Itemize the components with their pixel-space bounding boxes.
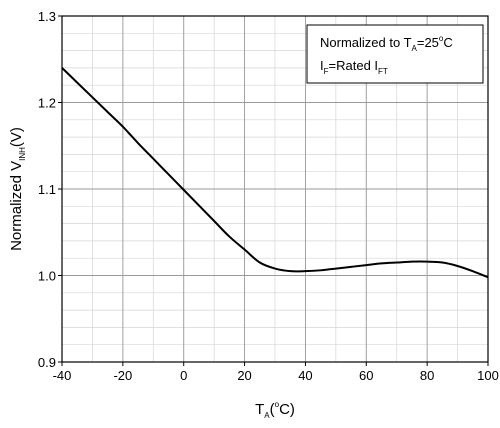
- x-tick-label: 40: [298, 368, 312, 383]
- y-tick-label: 1.0: [38, 269, 56, 284]
- x-tick-label: -40: [53, 368, 72, 383]
- x-tick-label: 20: [237, 368, 251, 383]
- legend-box: [306, 24, 484, 84]
- legend-line-1: Normalized to TA=25oC: [320, 34, 453, 53]
- y-tick-label: 1.3: [38, 9, 56, 24]
- series-line: [61, 67, 489, 279]
- x-tick-label: 60: [359, 368, 373, 383]
- y-tick-labels: 0.9 1.0 1.1 1.2 1.3: [38, 9, 62, 370]
- legend: Normalized to TA=25oC IF=Rated IFT: [306, 24, 484, 84]
- y-tick-label: 1.1: [38, 182, 56, 197]
- y-tick-label: 1.2: [38, 96, 56, 111]
- legend-line-2: IF=Rated IFT: [320, 58, 388, 76]
- x-tick-label: 100: [477, 368, 499, 383]
- y-axis-title: Normalized VINH(V): [8, 127, 27, 251]
- x-tick-label: -20: [113, 368, 132, 383]
- y-tick-label: 0.9: [38, 355, 56, 370]
- x-tick-label: 0: [180, 368, 187, 383]
- x-tick-label: 80: [420, 368, 434, 383]
- x-axis-title: TA(oC): [255, 400, 295, 420]
- x-tick-labels: -40 -20 0 20 40 60 80 100: [53, 362, 499, 383]
